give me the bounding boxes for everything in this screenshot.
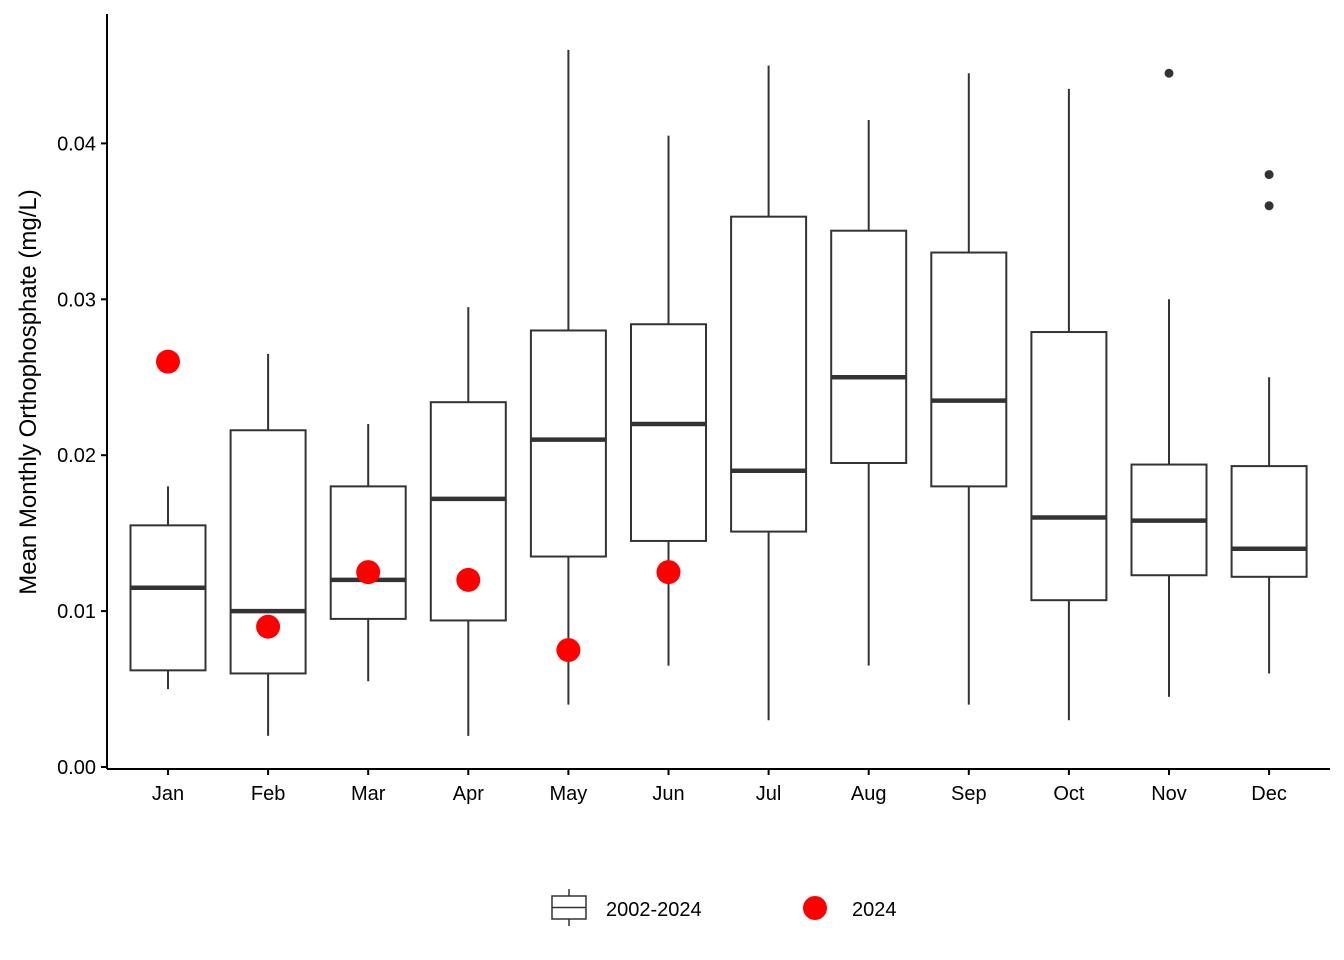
axes: 0.00 0.01 0.02 0.03 0.04 Jan Feb Mar Apr May Jun Ju… (57, 14, 1330, 805)
point-2024-jan (156, 349, 180, 374)
x-tick-label: Oct (1053, 783, 1085, 805)
box-mar (329, 424, 407, 682)
box-jun (630, 135, 707, 666)
box-iqr (730, 215, 808, 533)
legend-key-2024 (803, 896, 827, 920)
x-tick-label: Dec (1251, 783, 1287, 805)
legend-key-boxplot (551, 889, 587, 926)
box-aug (830, 120, 908, 666)
outlier-point (1164, 68, 1174, 78)
y-tick-label: 0.01 (57, 601, 96, 623)
x-tick-label: Jan (152, 783, 184, 805)
y-axis-title: Mean Monthly Orthophosphate (mg/L) (15, 189, 42, 595)
box-iqr (630, 323, 707, 542)
box-iqr (1230, 465, 1308, 578)
y-tick-label: 0.04 (57, 133, 96, 155)
box-iqr (1030, 331, 1108, 602)
plot-area (129, 49, 1308, 736)
box-iqr (930, 251, 1008, 488)
x-tick-label: Sep (951, 783, 987, 805)
box-apr (429, 307, 507, 736)
box-iqr (529, 329, 607, 558)
outlier-point (1264, 201, 1274, 211)
box-iqr (329, 485, 407, 620)
y-tick-label: 0.03 (57, 289, 96, 311)
x-tick-label: Aug (851, 783, 887, 805)
box-oct (1030, 88, 1108, 721)
outlier-point (1264, 170, 1274, 180)
x-tick-label: May (550, 783, 588, 805)
point-2024-mar (356, 560, 381, 585)
box-sep (930, 73, 1008, 705)
box-feb (229, 353, 307, 736)
box-may (529, 49, 607, 705)
y-tick-label: 0.00 (57, 757, 96, 779)
legend: 2002-2024 2024 (551, 889, 897, 926)
box-nov (1130, 68, 1208, 697)
x-tick-label: Apr (453, 783, 484, 805)
box-iqr (830, 229, 908, 464)
legend-label-2024: 2024 (852, 899, 897, 921)
box-jul (730, 65, 808, 721)
box-iqr (129, 524, 207, 672)
box-dec (1230, 170, 1308, 674)
x-tick-label: Feb (251, 783, 285, 805)
point-2024-jun (656, 560, 681, 585)
point-2024-feb (256, 614, 281, 639)
x-tick-label: Nov (1151, 783, 1187, 805)
x-tick-label: Jun (652, 783, 684, 805)
x-tick-label: Jul (756, 783, 782, 805)
y-tick-label: 0.02 (57, 445, 96, 467)
x-tick-label: Mar (351, 783, 386, 805)
legend-label-boxplot: 2002-2024 (606, 899, 702, 921)
point-2024-apr (456, 567, 481, 592)
box-jan (129, 486, 207, 690)
point-2024-may (556, 638, 581, 663)
